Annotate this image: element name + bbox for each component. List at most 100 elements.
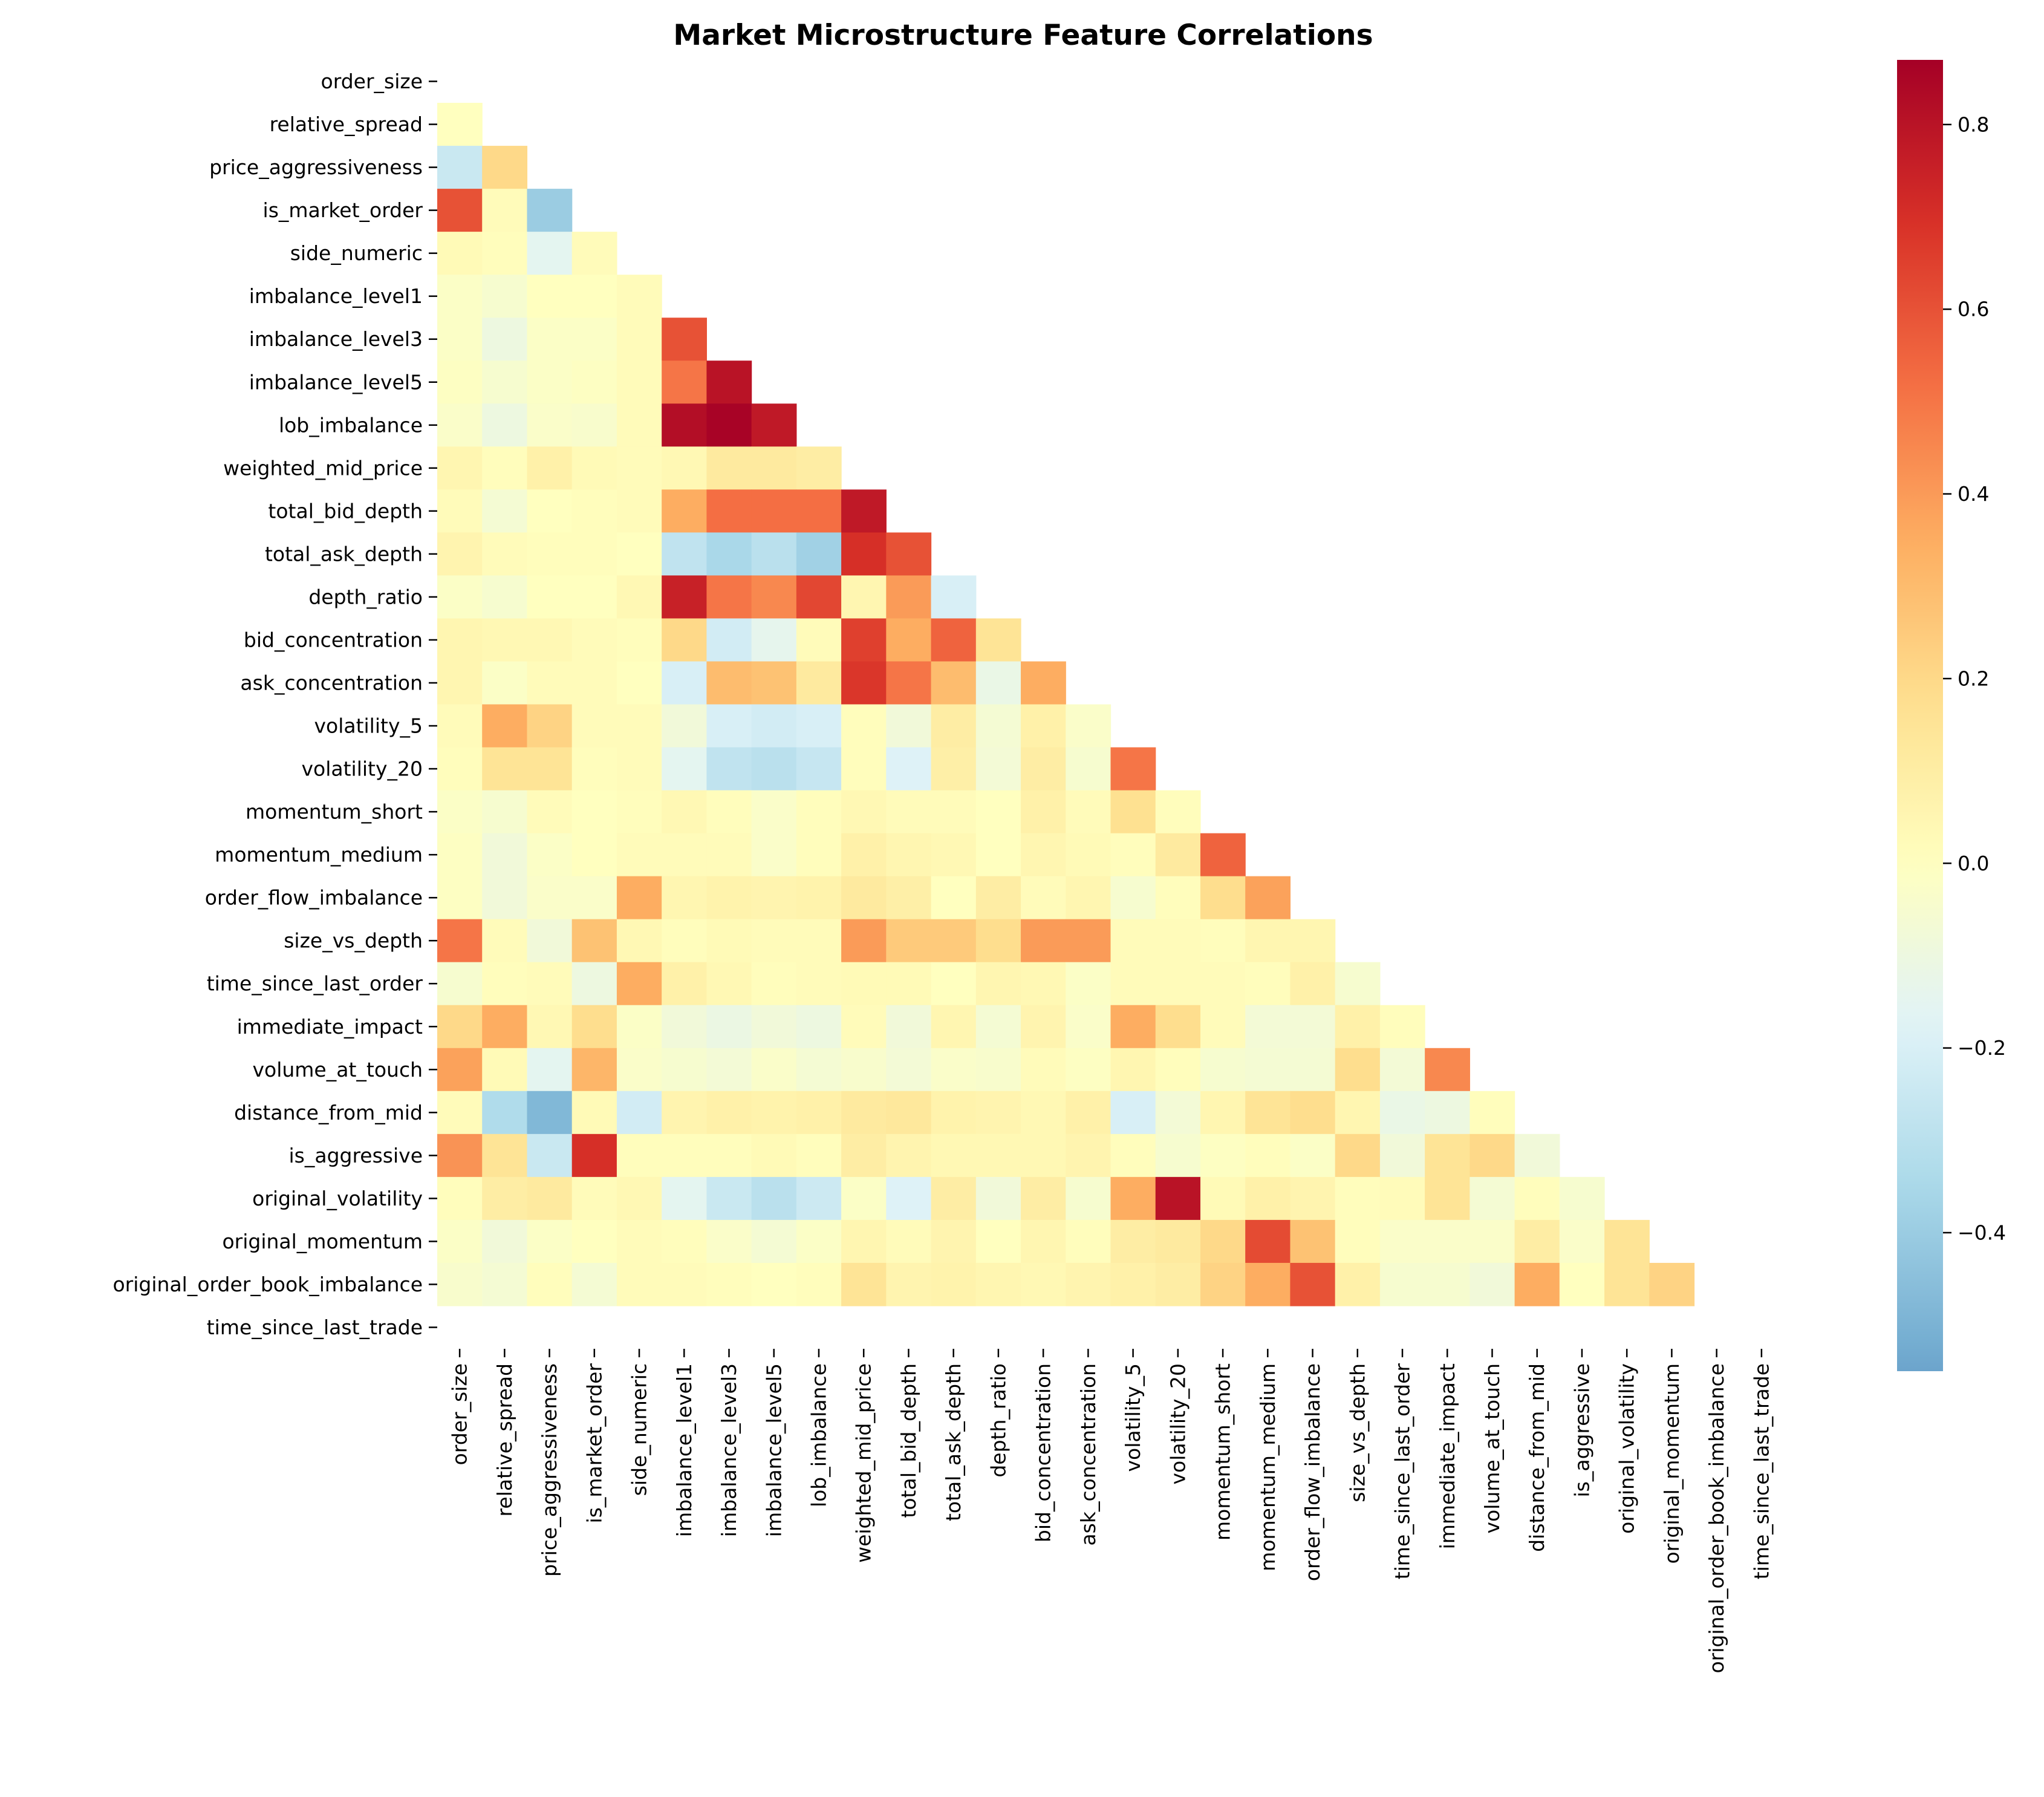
heatmap-cell [1110, 790, 1156, 834]
heatmap-cell [437, 1262, 483, 1306]
heatmap-cell [796, 1133, 842, 1178]
heatmap-cells [437, 103, 1695, 1306]
heatmap-cell [437, 232, 483, 275]
heatmap-cell [571, 1176, 617, 1221]
heatmap-cell [571, 1005, 617, 1049]
heatmap-cell [527, 232, 573, 275]
heatmap-cell [931, 704, 977, 748]
heatmap-cell [975, 833, 1021, 877]
heatmap-cell [1379, 1133, 1425, 1178]
heatmap-cell [841, 704, 887, 748]
heatmap-cell [1425, 1091, 1470, 1135]
heatmap-cell [1155, 919, 1201, 963]
heatmap-cell [1200, 1219, 1246, 1264]
heatmap-cell [1470, 1219, 1515, 1264]
heatmap-cell [1021, 876, 1066, 920]
heatmap-cell [482, 1005, 528, 1049]
column-tick-label: is_market_order [582, 1363, 606, 1524]
heatmap-cell [571, 446, 617, 490]
heatmap-cell [975, 1219, 1021, 1264]
heatmap-cell [616, 704, 662, 748]
heatmap-cell [1200, 1005, 1246, 1049]
heatmap-cell [1110, 1176, 1156, 1221]
heatmap-cell [706, 790, 752, 834]
heatmap-cell [841, 876, 887, 920]
heatmap-cell [571, 790, 617, 834]
chart-title: Market Microstructure Feature Correlatio… [673, 19, 1373, 52]
heatmap-cell [571, 403, 617, 447]
heatmap-cell [1066, 1091, 1112, 1135]
heatmap-cell [1290, 1005, 1336, 1049]
heatmap-cell [1514, 1176, 1560, 1221]
row-tick-label: imbalance_level5 [249, 370, 423, 394]
heatmap-cell [1290, 1048, 1336, 1092]
heatmap-cell [751, 747, 797, 791]
heatmap-cell [1155, 876, 1201, 920]
heatmap-cell [1290, 1219, 1336, 1264]
row-tick-label: original_volatility [252, 1187, 423, 1210]
heatmap-cell [482, 1133, 528, 1178]
heatmap-cell [1245, 876, 1291, 920]
heatmap-cell [662, 747, 707, 791]
heatmap-cell [437, 403, 483, 447]
heatmap-cell [751, 532, 797, 576]
row-tick-label: immediate_impact [237, 1015, 423, 1039]
heatmap-cell [527, 790, 573, 834]
heatmap-cell [616, 618, 662, 662]
heatmap-cell [796, 919, 842, 963]
heatmap-cell [1021, 747, 1066, 791]
heatmap-cell [796, 747, 842, 791]
heatmap-cell [751, 618, 797, 662]
heatmap-cell [886, 1133, 932, 1178]
heatmap-cell [1066, 833, 1112, 877]
heatmap-cell [931, 575, 977, 619]
heatmap-cell [662, 1262, 707, 1306]
heatmap-cell [482, 360, 528, 404]
heatmap-cell [662, 403, 707, 447]
heatmap-cell [482, 1262, 528, 1306]
heatmap-cell [437, 704, 483, 748]
heatmap-cell [706, 1091, 752, 1135]
heatmap-cell [706, 446, 752, 490]
heatmap-cell [662, 532, 707, 576]
heatmap-cell [527, 704, 573, 748]
heatmap-cell [1155, 1219, 1201, 1264]
colorbar-tick-label: −0.4 [1958, 1221, 2006, 1244]
heatmap-cell [662, 1133, 707, 1178]
heatmap-cell [841, 1133, 887, 1178]
heatmap-cell [841, 1262, 887, 1306]
heatmap-cell [841, 962, 887, 1006]
heatmap-cell [1066, 747, 1112, 791]
heatmap-cell [1110, 1133, 1156, 1178]
heatmap-cell [796, 962, 842, 1006]
heatmap-cell [751, 1005, 797, 1049]
column-tick-label: volatility_20 [1166, 1363, 1190, 1485]
heatmap-cell [1335, 1048, 1381, 1092]
heatmap-cell [1066, 1219, 1112, 1264]
colorbar-tick-label: 0.0 [1958, 852, 1989, 875]
heatmap-cell [482, 403, 528, 447]
heatmap-cell [1335, 1176, 1381, 1221]
column-tick-label: momentum_short [1211, 1363, 1235, 1541]
column-tick-label: volume_at_touch [1480, 1363, 1504, 1534]
column-tick-label: lob_imbalance [807, 1363, 830, 1507]
heatmap-cell [527, 1176, 573, 1221]
heatmap-cell [571, 275, 617, 318]
heatmap-cell [527, 1262, 573, 1306]
heatmap-cell [975, 876, 1021, 920]
row-tick-labels: order_size relative_spread price_aggressiv… [112, 70, 437, 1339]
heatmap-cell [975, 1176, 1021, 1221]
heatmap-cell [931, 833, 977, 877]
column-tick-label: time_since_last_order [1391, 1363, 1414, 1580]
heatmap-cell [1066, 704, 1112, 748]
heatmap-cell [1066, 790, 1112, 834]
heatmap-cell [527, 446, 573, 490]
heatmap-cell [751, 704, 797, 748]
heatmap-cell [1155, 790, 1201, 834]
heatmap-cell [841, 790, 887, 834]
heatmap-cell [751, 876, 797, 920]
heatmap-cell [482, 1219, 528, 1264]
column-tick-label: momentum_medium [1256, 1363, 1280, 1571]
heatmap-cell [482, 661, 528, 705]
